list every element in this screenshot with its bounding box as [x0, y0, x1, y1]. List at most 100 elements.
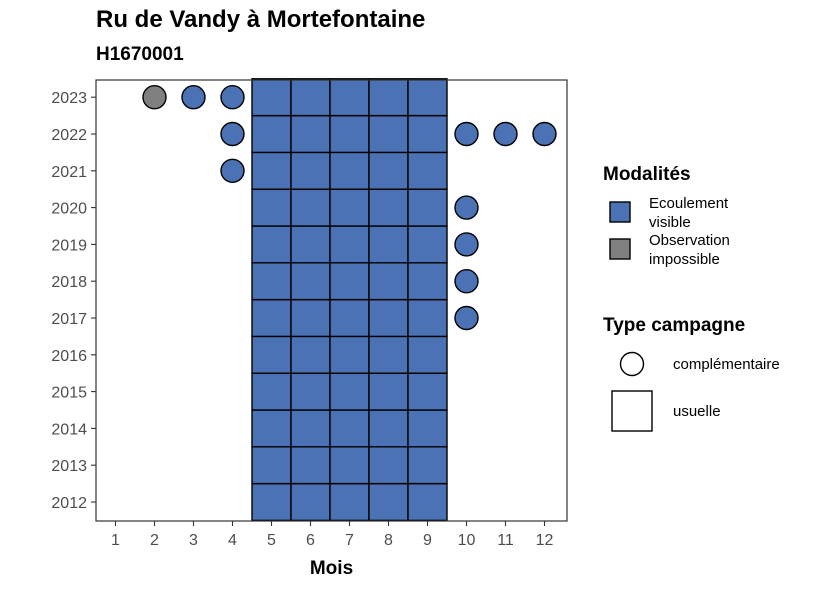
tile-usuelle: [251, 151, 292, 190]
legend-label-modalite: impossible: [649, 251, 720, 268]
tile-usuelle: [368, 335, 409, 374]
tile-usuelle: [407, 335, 448, 374]
tile-usuelle: [251, 78, 292, 117]
tile-usuelle: [290, 188, 331, 227]
y-tick-label: 2013: [51, 458, 87, 475]
y-tick-label: 2016: [51, 348, 87, 365]
x-tick-label: 7: [345, 532, 354, 549]
legend-key-modalite: [609, 201, 631, 223]
point-complementaire: [493, 121, 518, 147]
tile-usuelle: [290, 114, 331, 154]
plot-border: [95, 79, 568, 522]
tile-usuelle: [290, 298, 331, 338]
tile-usuelle: [290, 78, 331, 117]
x-tick-label: 9: [423, 532, 432, 549]
point-complementaire: [532, 121, 557, 147]
legend-key-circle: [619, 351, 645, 377]
tile-usuelle: [368, 298, 409, 338]
y-tick-label: 2020: [51, 201, 87, 218]
y-tick-label: 2019: [51, 237, 87, 254]
tile-usuelle: [407, 262, 448, 301]
tile-usuelle: [251, 262, 292, 301]
x-axis-title: Mois: [310, 558, 353, 579]
tile-usuelle: [290, 335, 331, 374]
tile-usuelle: [251, 188, 292, 227]
tile-usuelle: [290, 446, 331, 485]
x-tick-label: 11: [497, 532, 514, 549]
tile-usuelle: [251, 482, 292, 522]
x-tick-label: 8: [384, 532, 393, 549]
point-complementaire: [454, 305, 479, 331]
tile-usuelle: [368, 114, 409, 154]
tile-usuelle: [407, 151, 448, 190]
tile-usuelle: [329, 482, 370, 522]
tile-usuelle: [407, 372, 448, 411]
y-tick-label: 2021: [51, 164, 87, 181]
tile-usuelle: [290, 225, 331, 264]
tile-usuelle: [407, 298, 448, 338]
tile-usuelle: [407, 446, 448, 485]
legend-label-type: usuelle: [673, 403, 721, 420]
legend-key-square: [611, 390, 653, 432]
legend-label-type: complémentaire: [673, 356, 780, 373]
point-complementaire: [454, 232, 479, 257]
tile-usuelle: [251, 372, 292, 411]
tile-usuelle: [329, 114, 370, 154]
legend-label-modalite: visible: [649, 214, 691, 231]
chart-title: Ru de Vandy à Mortefontaine: [96, 6, 426, 33]
point-complementaire: [220, 84, 245, 110]
tile-usuelle: [251, 114, 292, 154]
tile-usuelle: [368, 188, 409, 227]
tile-usuelle: [407, 114, 448, 154]
legend-type-title: Type campagne: [603, 315, 745, 336]
tile-usuelle: [407, 482, 448, 522]
tile-usuelle: [329, 335, 370, 374]
x-tick-label: 1: [111, 532, 120, 549]
tile-usuelle: [290, 372, 331, 411]
legend-modalites-title: Modalités: [603, 164, 691, 185]
tile-usuelle: [368, 78, 409, 117]
tile-usuelle: [329, 188, 370, 227]
tile-usuelle: [329, 372, 370, 411]
y-tick-label: 2015: [51, 385, 87, 402]
tile-usuelle: [368, 409, 409, 448]
tile-usuelle: [290, 151, 331, 190]
point-complementaire: [181, 84, 206, 110]
tile-usuelle: [290, 262, 331, 301]
tile-usuelle: [329, 78, 370, 117]
tile-usuelle: [368, 372, 409, 411]
y-tick-label: 2018: [51, 274, 87, 291]
y-tick-label: 2012: [51, 495, 87, 512]
tile-usuelle: [368, 482, 409, 522]
x-tick-label: 2: [150, 532, 159, 549]
tile-usuelle: [329, 298, 370, 338]
tile-usuelle: [251, 298, 292, 338]
tile-usuelle: [329, 151, 370, 190]
y-tick-label: 2014: [51, 421, 87, 438]
tile-usuelle: [329, 262, 370, 301]
y-tick-label: 2023: [51, 90, 87, 107]
legend-key-modalite: [609, 238, 631, 260]
tile-usuelle: [251, 446, 292, 485]
tile-usuelle: [329, 446, 370, 485]
tile-usuelle: [407, 188, 448, 227]
tile-usuelle: [290, 482, 331, 522]
y-tick-label: 2022: [51, 127, 87, 144]
tile-usuelle: [290, 409, 331, 448]
x-tick-label: 6: [306, 532, 315, 549]
tile-usuelle: [407, 409, 448, 448]
tile-usuelle: [251, 335, 292, 374]
tile-usuelle: [368, 262, 409, 301]
tile-usuelle: [251, 225, 292, 264]
tile-usuelle: [368, 446, 409, 485]
x-tick-label: 12: [536, 532, 554, 549]
legend-label-modalite: Ecoulement: [649, 195, 729, 212]
point-complementaire: [220, 121, 245, 147]
tile-usuelle: [407, 225, 448, 264]
point-complementaire: [454, 269, 479, 294]
point-complementaire: [142, 84, 167, 110]
x-tick-label: 10: [458, 532, 476, 549]
legend-label-modalite: Observation: [649, 232, 730, 249]
x-tick-label: 4: [228, 532, 237, 549]
